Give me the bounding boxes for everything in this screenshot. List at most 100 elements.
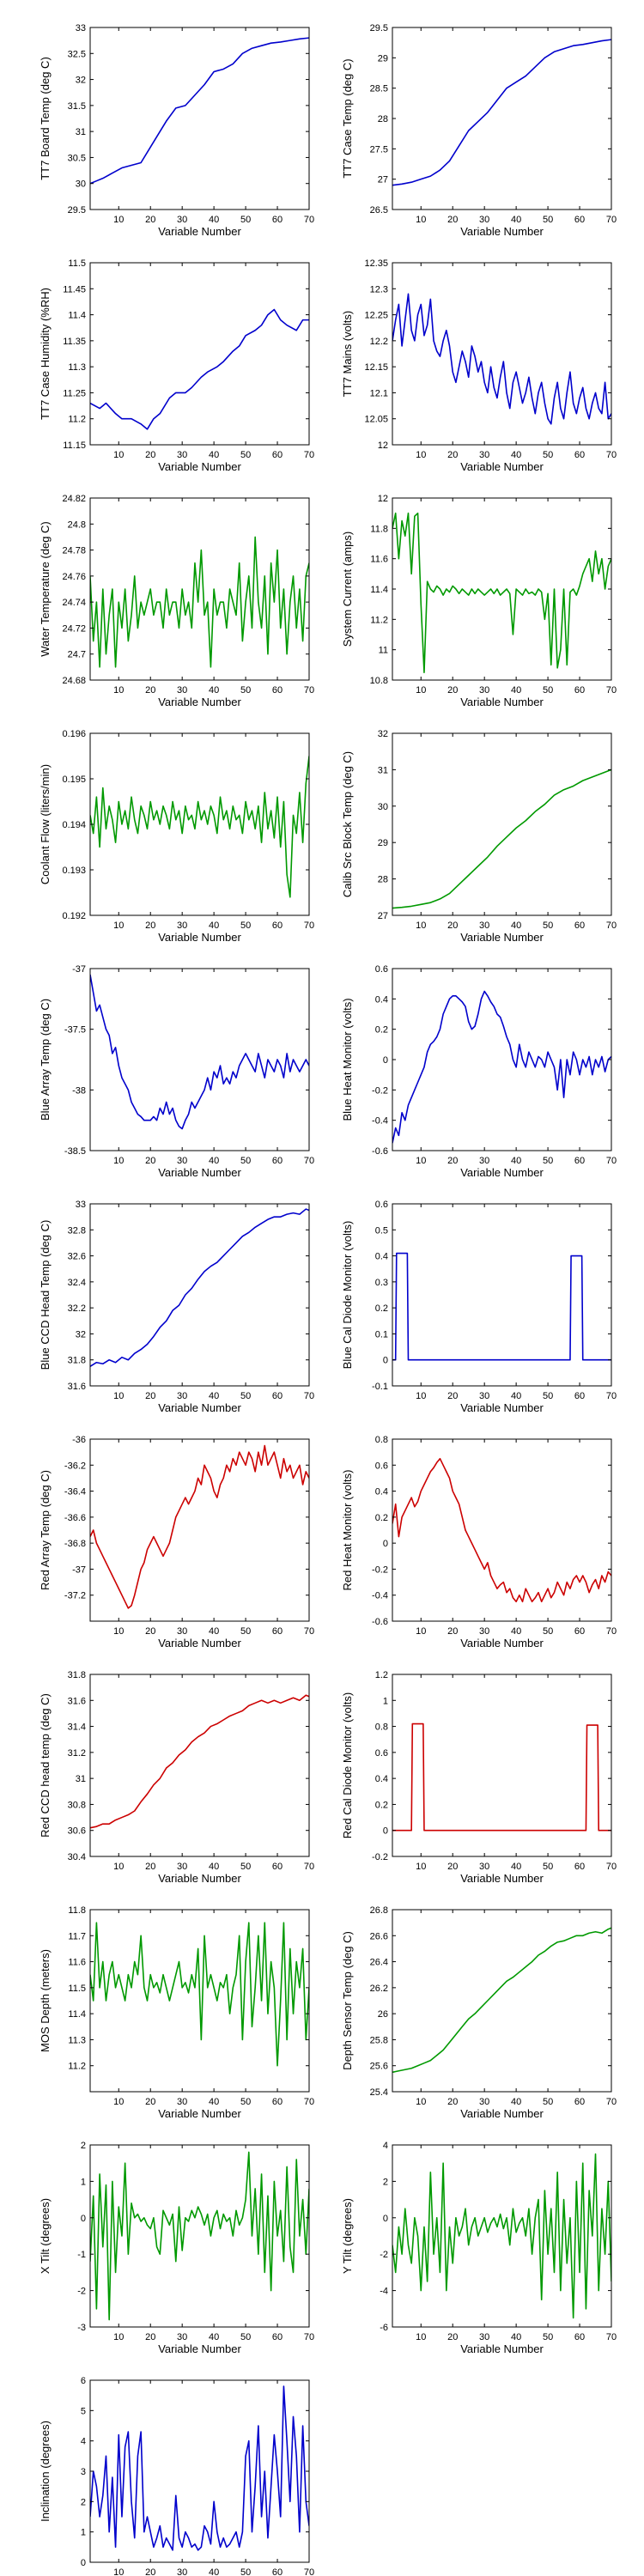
x-tick-label: 40 bbox=[209, 920, 219, 931]
y-tick-label: -1 bbox=[77, 2250, 86, 2260]
series-line-17-1 bbox=[90, 1922, 309, 2067]
x-tick-label: 50 bbox=[240, 2567, 251, 2576]
y-tick-label: 0.193 bbox=[62, 866, 86, 876]
y-axis-label: MOS Depth (meters) bbox=[39, 1949, 52, 2052]
subplot-16: 10 20 30 40 50 60 70 -0.2 0 0.2 0.4 0.6 0.8 1 1.2 Varia… bbox=[341, 1670, 617, 1885]
y-tick-label: 12.15 bbox=[364, 362, 388, 373]
x-tick-label: 70 bbox=[304, 1156, 314, 1166]
x-tick-label: 20 bbox=[145, 1156, 155, 1166]
y-tick-label: 26.2 bbox=[370, 1984, 388, 1994]
series-line-11-1 bbox=[90, 1208, 309, 1367]
x-tick-label: 10 bbox=[416, 1862, 426, 1872]
y-tick-label: 32.5 bbox=[68, 49, 86, 59]
y-tick-label: 0.4 bbox=[375, 994, 388, 1005]
y-tick-label: 11.4 bbox=[68, 2009, 86, 2020]
y-axis-label: TT7 Board Temp (deg C) bbox=[39, 57, 52, 180]
series-line-5-1 bbox=[90, 536, 309, 668]
x-tick-label: 30 bbox=[479, 215, 489, 225]
x-tick-label: 70 bbox=[304, 215, 314, 225]
subplot-18: 10 20 30 40 50 60 70 25.4 25.6 25.8 26 26.2 26.4 26.6… bbox=[341, 1905, 617, 2120]
y-tick-label: 0.4 bbox=[375, 1252, 388, 1262]
y-axis-label: Calib Src Block Temp (deg C) bbox=[341, 751, 354, 897]
y-axis-label: Blue Cal Diode Monitor (volts) bbox=[341, 1221, 354, 1370]
series-line-6-1 bbox=[392, 512, 611, 673]
axes-frame bbox=[392, 1203, 612, 1387]
y-tick-label: 28 bbox=[378, 114, 388, 125]
y-tick-label: 12 bbox=[378, 494, 388, 504]
x-axis-label: Variable Number bbox=[158, 225, 241, 238]
x-tick-label: 60 bbox=[272, 1156, 283, 1166]
x-tick-label: 10 bbox=[113, 2332, 124, 2342]
y-tick-label: 25.6 bbox=[370, 2062, 388, 2072]
x-tick-label: 50 bbox=[240, 1626, 251, 1637]
x-tick-label: 20 bbox=[145, 2567, 155, 2576]
y-axis-label: Blue CCD Head Temp (deg C) bbox=[39, 1220, 52, 1370]
x-tick-label: 10 bbox=[113, 1391, 124, 1401]
y-tick-label: 24.78 bbox=[62, 546, 86, 556]
subplot-6: 10 20 30 40 50 60 70 10.8 11 11.2 11.4 11.6 11.8 12 Va… bbox=[341, 494, 617, 708]
x-axis-label: Variable Number bbox=[460, 460, 544, 473]
y-tick-label: 30.5 bbox=[68, 153, 86, 163]
y-tick-label: 24.76 bbox=[62, 572, 86, 582]
y-tick-label: -0.6 bbox=[372, 1617, 388, 1627]
x-tick-label: 60 bbox=[272, 215, 283, 225]
y-tick-label: 11.2 bbox=[68, 415, 86, 425]
axes-frame bbox=[89, 1909, 310, 2093]
y-tick-label: 11.3 bbox=[68, 362, 86, 373]
x-tick-label: 20 bbox=[447, 1156, 458, 1166]
x-tick-label: 10 bbox=[416, 450, 426, 460]
y-tick-label: 26.8 bbox=[370, 1905, 388, 1916]
axes-frame bbox=[89, 1674, 310, 1857]
x-axis-label: Variable Number bbox=[158, 460, 241, 473]
y-tick-label: -36 bbox=[72, 1435, 86, 1445]
y-tick-label: 11.45 bbox=[63, 284, 86, 295]
y-tick-label: 32 bbox=[76, 1329, 86, 1340]
y-tick-label: 32.2 bbox=[68, 1303, 86, 1314]
y-tick-label: 1 bbox=[81, 2528, 86, 2538]
axes-frame bbox=[89, 2379, 310, 2563]
y-tick-label: 0.196 bbox=[62, 729, 86, 739]
x-tick-label: 40 bbox=[511, 1626, 521, 1637]
x-tick-label: 70 bbox=[606, 1391, 617, 1401]
x-tick-label: 40 bbox=[209, 685, 219, 696]
series-line-18-1 bbox=[392, 1927, 611, 2074]
x-tick-label: 40 bbox=[511, 215, 521, 225]
x-tick-label: 70 bbox=[304, 1862, 314, 1872]
x-tick-label: 20 bbox=[145, 920, 155, 931]
x-axis-label: Variable Number bbox=[158, 2342, 241, 2355]
x-tick-label: 10 bbox=[113, 1156, 124, 1166]
x-tick-label: 50 bbox=[543, 920, 553, 931]
axes-frame bbox=[392, 1674, 612, 1857]
y-tick-label: 11.6 bbox=[370, 555, 388, 565]
subplot-4: 10 20 30 40 50 60 70 12 12.05 12.1 12.15 12.2 12.25 1… bbox=[341, 258, 617, 473]
x-tick-label: 60 bbox=[272, 685, 283, 696]
x-tick-label: 10 bbox=[113, 1626, 124, 1637]
x-tick-label: 30 bbox=[177, 685, 187, 696]
x-axis-label: Variable Number bbox=[460, 931, 544, 944]
y-tick-label: 29.5 bbox=[68, 205, 86, 216]
x-tick-label: 60 bbox=[272, 2567, 283, 2576]
x-tick-label: 60 bbox=[272, 2097, 283, 2107]
y-tick-label: 0 bbox=[383, 1055, 388, 1066]
x-tick-label: 10 bbox=[416, 1391, 426, 1401]
x-tick-label: 10 bbox=[113, 2567, 124, 2576]
y-axis-label: Red Heat Monitor (volts) bbox=[341, 1470, 354, 1591]
y-tick-label: 11.3 bbox=[68, 2035, 86, 2045]
y-tick-label: 24.74 bbox=[62, 598, 86, 608]
x-tick-label: 30 bbox=[177, 450, 187, 460]
y-tick-label: 31.5 bbox=[68, 101, 86, 112]
y-tick-label: 32.4 bbox=[68, 1278, 86, 1288]
y-tick-label: 11.6 bbox=[68, 1958, 86, 1968]
x-axis-label: Variable Number bbox=[460, 2342, 544, 2355]
x-tick-label: 20 bbox=[447, 1862, 458, 1872]
x-tick-label: 40 bbox=[511, 1862, 521, 1872]
y-tick-label: 0.192 bbox=[62, 911, 86, 921]
x-tick-label: 60 bbox=[574, 1626, 585, 1637]
x-tick-label: 70 bbox=[304, 1391, 314, 1401]
x-tick-label: 50 bbox=[240, 1391, 251, 1401]
y-tick-label: 32 bbox=[378, 729, 388, 739]
y-axis-label: Blue Heat Monitor (volts) bbox=[341, 998, 354, 1121]
x-tick-label: 50 bbox=[240, 2332, 251, 2342]
x-tick-label: 40 bbox=[209, 1626, 219, 1637]
axes-frame bbox=[392, 2144, 612, 2328]
